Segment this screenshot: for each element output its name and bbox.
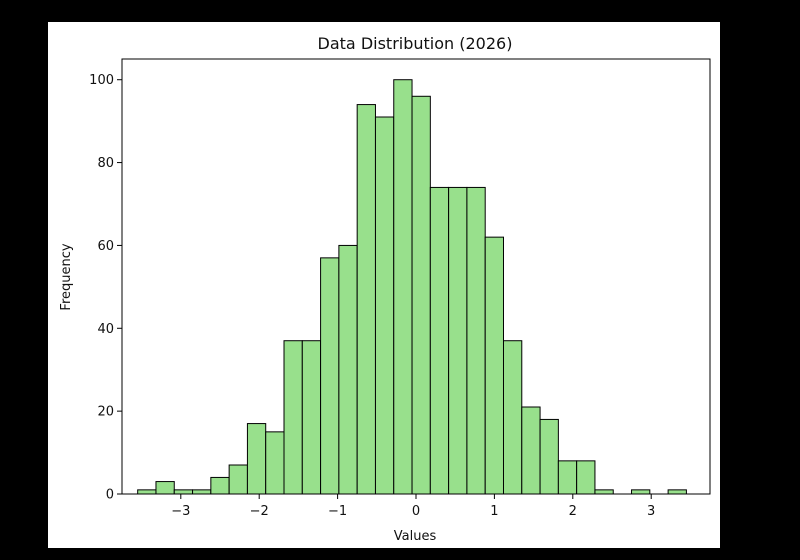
histogram-bar [210, 476, 230, 495]
histogram-bar [631, 489, 651, 495]
histogram-bar [448, 186, 468, 495]
histogram-bar [246, 423, 267, 495]
histogram-bar [301, 340, 322, 495]
x-tick-label: −1 [328, 504, 347, 519]
histogram-bar [466, 186, 486, 495]
histogram-bar [137, 489, 157, 495]
histogram-bar [356, 104, 376, 495]
chart-title: Data Distribution (2026) [318, 34, 513, 53]
histogram-bar [484, 236, 504, 495]
x-tick-label: −3 [171, 504, 190, 519]
histogram-bar [283, 340, 303, 495]
histogram-bar [374, 116, 395, 495]
y-tick-label: 40 [97, 322, 114, 337]
histogram-bar [192, 489, 212, 495]
histogram-bar [539, 418, 559, 495]
x-axis-label: Values [394, 529, 437, 544]
y-axis-ticks: 0 20 40 60 80 100 [89, 73, 122, 503]
x-tick-label: 0 [412, 504, 420, 519]
y-tick-label: 80 [97, 156, 114, 171]
x-tick-label: 3 [647, 504, 655, 519]
histogram-bar [411, 95, 431, 495]
y-tick-label: 20 [97, 405, 114, 420]
histogram-bar [502, 340, 523, 495]
x-tick-label: 2 [569, 504, 577, 519]
histogram-bar [393, 79, 413, 495]
y-axis-label: Frequency [59, 243, 74, 310]
histogram-bar [173, 489, 194, 495]
bars-group [137, 79, 687, 495]
x-tick-label: 1 [490, 504, 498, 519]
y-tick-label: 100 [89, 73, 114, 88]
histogram-chart: Data Distribution (2026) −3 −2 −1 0 1 2 3 0 20 4… [59, 34, 711, 544]
histogram-bar [320, 257, 340, 495]
histogram-bar [155, 481, 175, 495]
y-tick-label: 60 [97, 239, 114, 254]
histogram-bar [576, 460, 596, 495]
x-axis-ticks: −3 −2 −1 0 1 2 3 [171, 494, 655, 519]
histogram-bar [338, 244, 358, 495]
histogram-bar [521, 406, 541, 495]
y-tick-label: 0 [106, 488, 114, 503]
histogram-bar [557, 460, 578, 495]
histogram-bar [594, 489, 614, 495]
histogram-bar [667, 489, 687, 495]
histogram-bar [429, 186, 450, 495]
x-tick-label: −2 [250, 504, 269, 519]
chart-figure: Data Distribution (2026) −3 −2 −1 0 1 2 3 0 20 4… [48, 22, 720, 548]
histogram-bar [265, 431, 285, 495]
histogram-bar [228, 464, 248, 495]
